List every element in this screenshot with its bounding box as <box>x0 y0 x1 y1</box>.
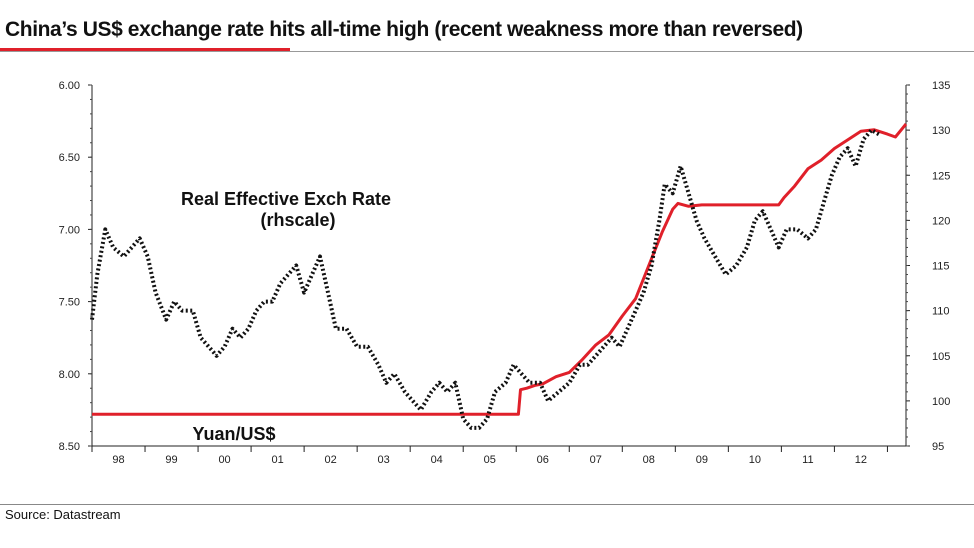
yuan-label: Yuan/US$ <box>192 424 275 444</box>
title-divider <box>0 51 974 52</box>
left-tick-label: 8.50 <box>59 441 80 453</box>
x-tick-label: 03 <box>378 454 390 466</box>
title-accent-rule <box>0 48 290 52</box>
source-note: Source: Datastream <box>5 507 121 522</box>
x-tick-label: 04 <box>431 454 443 466</box>
reer-label-line1: Real Effective Exch Rate <box>181 189 391 209</box>
right-tick-label: 135 <box>932 80 950 92</box>
right-tick-label: 105 <box>932 351 950 363</box>
x-tick-label: 12 <box>855 454 867 466</box>
chart-title: China’s US$ exchange rate hits all-time … <box>5 18 803 41</box>
reer-label-line2: (rhscale) <box>260 210 335 230</box>
x-tick-label: 05 <box>484 454 496 466</box>
right-tick-label: 110 <box>932 306 950 318</box>
left-tick-label: 6.00 <box>59 80 80 92</box>
right-tick-label: 100 <box>932 396 950 408</box>
left-tick-label: 7.00 <box>59 224 80 236</box>
x-tick-label: 08 <box>643 454 655 466</box>
x-tick-label: 02 <box>325 454 337 466</box>
reer-line <box>90 128 881 430</box>
source-divider <box>0 504 974 505</box>
x-tick-label: 10 <box>749 454 761 466</box>
left-tick-label: 7.50 <box>59 297 80 309</box>
right-tick-label: 130 <box>932 125 950 137</box>
x-tick-label: 99 <box>165 454 177 466</box>
right-tick-label: 120 <box>932 215 950 227</box>
left-tick-label: 6.50 <box>59 152 80 164</box>
chart-axes <box>91 85 907 447</box>
right-tick-label: 115 <box>932 261 950 273</box>
chart-lines <box>90 123 908 430</box>
x-tick-label: 11 <box>802 454 813 466</box>
x-tick-label: 07 <box>590 454 602 466</box>
x-tick-label: 01 <box>271 454 283 466</box>
x-tick-label: 98 <box>112 454 124 466</box>
left-tick-label: 8.00 <box>59 369 80 381</box>
right-tick-label: 95 <box>932 441 944 453</box>
x-tick-label: 06 <box>537 454 549 466</box>
chart-ticks: 6.006.507.007.508.008.50 9510010511011512… <box>59 80 951 466</box>
x-tick-label: 09 <box>696 454 708 466</box>
right-tick-label: 125 <box>932 170 950 182</box>
yuan-usd-line <box>92 123 908 416</box>
x-tick-label: 00 <box>218 454 230 466</box>
